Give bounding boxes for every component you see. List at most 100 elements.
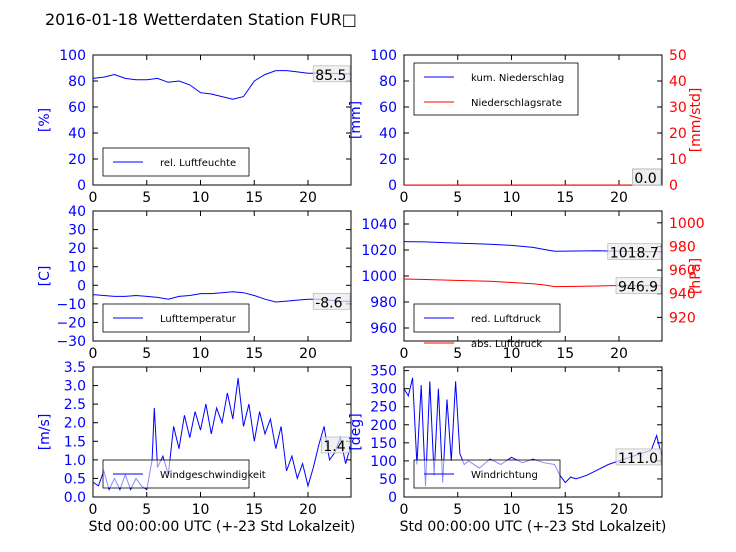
x-tick-label: 10 bbox=[192, 346, 210, 362]
y-tick-label: 0 bbox=[388, 178, 397, 194]
y-axis-right-label: [hPa] bbox=[688, 258, 704, 294]
chart-panel-5: 0 5 10 15 20 0.0 0.5 1.0 1.5 2.0 2.5 3.0 3.5 [m/s] Std… bbox=[37, 360, 355, 535]
last-value: 111.0 bbox=[615, 448, 662, 467]
y-tick-label: 40 bbox=[68, 126, 86, 142]
legend-entry: abs. Luftdruck bbox=[471, 339, 542, 350]
x-tick-label: 5 bbox=[453, 346, 462, 362]
y-tick-right-label: 940 bbox=[669, 287, 696, 303]
plot-frame bbox=[92, 54, 352, 186]
x-tick-label: 0 bbox=[89, 502, 98, 518]
y-tick-label: 1020 bbox=[361, 243, 397, 259]
last-value-label: 85.5 bbox=[315, 68, 346, 84]
y-tick-label: 0 bbox=[388, 490, 397, 506]
last-value: -8.6 bbox=[312, 292, 351, 311]
y-tick-label: 10 bbox=[68, 260, 86, 276]
y-tick-label: 100 bbox=[370, 454, 397, 470]
y-tick-right-label: 0 bbox=[669, 178, 678, 194]
chart-panel-4: 0 5 10 15 20 960 980 1000 1020 1040 920 940 960 980 10… bbox=[361, 210, 705, 362]
y-tick-label: 20 bbox=[68, 241, 86, 257]
chart-panel-2: 0 5 10 15 20 0 20 40 60 80 100 0 10 20 30 40 50 [mm] [mm/s… bbox=[348, 48, 704, 206]
x-tick-label: 15 bbox=[245, 502, 263, 518]
y-tick-label: 0.5 bbox=[64, 471, 86, 487]
x-tick-label: 0 bbox=[400, 502, 409, 518]
x-tick-label: 10 bbox=[503, 346, 521, 362]
y-tick-label: 250 bbox=[370, 400, 397, 416]
y-tick-label: 30 bbox=[68, 223, 86, 239]
x-tick-label: 10 bbox=[503, 190, 521, 206]
x-tick-label: 5 bbox=[453, 190, 462, 206]
y-tick-right-label: 980 bbox=[669, 239, 696, 255]
last-value-box bbox=[615, 448, 662, 466]
y-tick-label: 40 bbox=[379, 126, 397, 142]
x-tick-label: 15 bbox=[556, 502, 574, 518]
y-tick-label: 1.0 bbox=[64, 453, 86, 469]
y-tick-label: 20 bbox=[68, 152, 86, 168]
y-axis-label: [deg] bbox=[348, 413, 364, 450]
y-tick-right-label: 1000 bbox=[669, 216, 705, 232]
last-value-box bbox=[312, 292, 351, 310]
x-tick-label: 20 bbox=[610, 502, 628, 518]
x-tick-label: 5 bbox=[453, 502, 462, 518]
series-line-1 bbox=[93, 291, 351, 303]
y-axis-label: [m/s] bbox=[37, 414, 53, 451]
legend: kum. Niederschlag Niederschlagsrate bbox=[413, 62, 579, 116]
x-tick-label: 0 bbox=[89, 346, 98, 362]
y-tick-label: 3.0 bbox=[64, 379, 86, 395]
x-tick-label: 0 bbox=[400, 190, 409, 206]
x-tick-label: 15 bbox=[245, 346, 263, 362]
y-tick-label: 0 bbox=[77, 278, 86, 294]
last-value-label: 1018.7 bbox=[610, 246, 659, 262]
plot-frame bbox=[92, 210, 352, 342]
plot-frame bbox=[92, 366, 352, 498]
y-tick-label: 60 bbox=[379, 100, 397, 116]
last-value-label: -8.6 bbox=[315, 295, 342, 311]
y-tick-label: 200 bbox=[370, 418, 397, 434]
series-line-1 bbox=[93, 70, 351, 100]
y-tick-label: 100 bbox=[59, 48, 86, 64]
y-tick-label: 0 bbox=[77, 178, 86, 194]
x-tick-label: 20 bbox=[610, 346, 628, 362]
y-tick-right-label: 960 bbox=[669, 263, 696, 279]
x-tick-label: 20 bbox=[299, 502, 317, 518]
y-axis-label: [%] bbox=[37, 108, 53, 132]
y-tick-right-label: 10 bbox=[669, 152, 687, 168]
y-tick-label: 80 bbox=[379, 74, 397, 90]
last-value: 0.0 bbox=[632, 168, 662, 187]
x-tick-label: 15 bbox=[556, 190, 574, 206]
legend-entry: Niederschlagsrate bbox=[471, 98, 562, 109]
y-tick-label: 50 bbox=[379, 472, 397, 488]
last-value-box bbox=[615, 277, 662, 294]
x-axis-label: Std 00:00:00 UTC (+-23 Std Lokalzeit) bbox=[89, 519, 356, 535]
y-tick-label: −20 bbox=[56, 315, 86, 331]
y-tick-label: −10 bbox=[56, 297, 86, 313]
y-tick-label: 1.5 bbox=[64, 434, 86, 450]
legend: Lufttemperatur bbox=[102, 303, 250, 333]
legend-entry: rel. Luftfeuchte bbox=[160, 158, 236, 169]
plot-frame bbox=[403, 366, 663, 498]
x-tick-label: 5 bbox=[142, 502, 151, 518]
last-value: 946.9 bbox=[615, 277, 662, 296]
legend-entry: Windgeschwindigkeit bbox=[160, 470, 266, 481]
x-tick-label: 5 bbox=[142, 190, 151, 206]
y-tick-label: 150 bbox=[370, 436, 397, 452]
last-value-label: 0.0 bbox=[634, 171, 656, 187]
last-value: 1018.7 bbox=[607, 243, 662, 262]
y-tick-label: 1000 bbox=[361, 269, 397, 285]
y-tick-right-label: 920 bbox=[669, 310, 696, 326]
last-value-label: 1.4 bbox=[323, 439, 345, 455]
chart-panel-1: 0 5 10 15 20 0 20 40 60 80 100 [%] rel. Luftfeuchte 8… bbox=[37, 48, 352, 206]
legend-box bbox=[413, 62, 579, 116]
y-tick-label: 300 bbox=[370, 382, 397, 398]
x-tick-label: 20 bbox=[299, 190, 317, 206]
x-tick-label: 20 bbox=[299, 346, 317, 362]
legend-entry: kum. Niederschlag bbox=[471, 73, 564, 84]
x-tick-label: 10 bbox=[503, 502, 521, 518]
legend-entry: Lufttemperatur bbox=[160, 314, 237, 325]
last-value-box bbox=[632, 168, 662, 186]
legend-entry: red. Luftdruck bbox=[471, 314, 541, 325]
x-axis-label: Std 00:00:00 UTC (+-23 Std Lokalzeit) bbox=[400, 519, 667, 535]
y-tick-label: 350 bbox=[370, 364, 397, 380]
y-tick-label: 100 bbox=[370, 48, 397, 64]
series-line-2 bbox=[404, 278, 662, 288]
